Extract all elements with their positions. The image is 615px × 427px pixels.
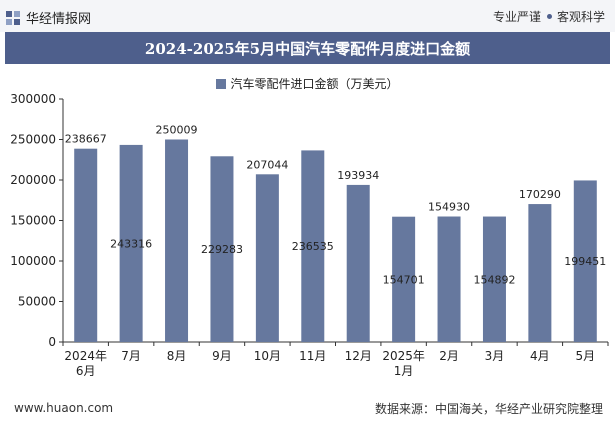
bar [528,204,552,342]
data-label: 243316 [110,237,152,250]
data-label: 207044 [246,158,288,171]
bar [210,156,234,342]
data-label: 250009 [156,123,198,136]
chart-title: 2024-2025年5月中国汽车零配件月度进口金额 [5,32,610,64]
x-tick-label: 11月 [299,349,326,363]
x-tick-label: 12月 [345,349,372,363]
data-label: 236535 [292,240,334,253]
x-tick-label: 2月 [439,349,459,363]
logo-text: 华经情报网 [26,12,92,27]
x-tick-label: 7月 [121,349,141,363]
data-label: 154892 [473,273,515,286]
slogan: 专业严谨 客观科学 [493,8,605,25]
bar [392,216,416,342]
x-tick-label: 6月 [76,364,96,378]
data-label: 199451 [564,255,606,268]
y-tick-label: 200000 [10,173,56,187]
x-tick-label: 9月 [212,349,232,363]
bar [573,180,597,342]
y-tick-label: 100000 [10,254,56,268]
x-tick-label: 10月 [254,349,281,363]
bar [119,144,143,342]
legend-swatch [216,78,227,89]
bar [301,150,325,342]
bar [482,216,506,342]
bar [165,139,189,342]
logo-icon [6,10,20,25]
bar [74,148,98,342]
bullet-dot-icon [546,14,552,19]
data-label: 193934 [337,169,379,182]
data-label: 154930 [428,201,470,214]
bar [255,174,279,342]
data-label: 170290 [519,188,561,201]
y-tick-label: 250000 [10,133,56,147]
header-bar: 华经情报网 专业严谨 客观科学 [0,0,615,32]
data-label: 238667 [65,133,107,146]
y-tick-label: 0 [48,335,56,349]
x-tick-label: 1月 [394,364,414,378]
x-tick-label: 2025年 [382,349,425,363]
x-tick-label: 3月 [485,349,505,363]
y-tick-label: 50000 [18,295,56,309]
legend: 汽车零配件进口金额（万美元） [0,75,615,92]
slogan-left: 专业严谨 [492,10,541,24]
data-label: 229283 [201,243,243,256]
x-tick-label: 4月 [530,349,550,363]
x-tick-label: 5月 [575,349,595,363]
data-label: 154701 [383,273,425,286]
footer-website[interactable]: www.huaon.com [14,401,114,415]
y-tick-label: 300000 [10,92,56,106]
x-tick-label: 8月 [167,349,187,363]
logo[interactable]: 华经情报网 [6,8,91,27]
x-tick-label: 2024年 [64,349,107,363]
bar [437,216,461,342]
legend-label: 汽车零配件进口金额（万美元） [230,77,399,91]
footer-source: 数据来源：中国海关，华经产业研究院整理 [374,402,603,416]
slogan-right: 客观科学 [556,10,605,24]
bar [346,184,370,342]
y-tick-label: 150000 [10,214,56,228]
